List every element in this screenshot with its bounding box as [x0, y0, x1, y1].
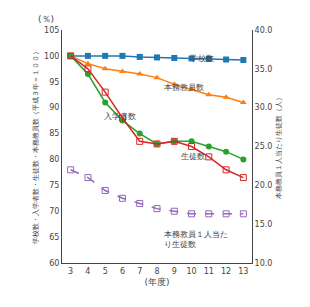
svg-text:40.0: 40.0	[255, 26, 273, 35]
svg-text:9: 9	[172, 267, 177, 276]
svg-text:35.0: 35.0	[255, 65, 273, 74]
svg-text:10.0: 10.0	[255, 259, 273, 268]
svg-text:65: 65	[49, 233, 59, 242]
svg-text:本務教員１人当た: 本務教員１人当た	[164, 230, 228, 239]
svg-text:学校数・入学者数・生徒数・本務教員数（平成３年＝１００）: 学校数・入学者数・生徒数・本務教員数（平成３年＝１００）	[32, 48, 40, 244]
svg-text:7: 7	[137, 267, 142, 276]
svg-text:60: 60	[49, 259, 59, 268]
svg-text:(年度): (年度)	[144, 277, 169, 287]
svg-text:80: 80	[49, 155, 59, 164]
svg-text:4: 4	[85, 267, 90, 276]
svg-text:85: 85	[49, 129, 59, 138]
svg-text:入学者数: 入学者数	[104, 112, 136, 121]
svg-text:15.0: 15.0	[255, 220, 273, 229]
svg-text:25.0: 25.0	[255, 142, 273, 151]
svg-text:本務教員１人当たり生徒数（人）: 本務教員１人当たり生徒数（人）	[275, 94, 283, 199]
svg-text:5: 5	[103, 267, 108, 276]
svg-text:20.0: 20.0	[255, 181, 273, 190]
svg-text:12: 12	[221, 267, 231, 276]
svg-text:95: 95	[49, 78, 59, 87]
svg-text:6: 6	[120, 267, 125, 276]
svg-text:30.0: 30.0	[255, 103, 273, 112]
svg-text:生徒数: 生徒数	[181, 152, 205, 161]
svg-text:り生徒数: り生徒数	[164, 240, 196, 249]
svg-text:105: 105	[44, 26, 59, 35]
svg-text:8: 8	[154, 267, 159, 276]
svg-text:90: 90	[49, 103, 59, 112]
svg-text:学校数: 学校数	[190, 54, 214, 63]
svg-text:75: 75	[49, 181, 59, 190]
svg-text:本務教員数: 本務教員数	[164, 83, 204, 92]
svg-text:3: 3	[68, 267, 73, 276]
svg-text:100: 100	[44, 52, 59, 61]
svg-text:(％): (％)	[38, 14, 54, 24]
svg-text:10: 10	[186, 267, 196, 276]
svg-text:11: 11	[204, 267, 214, 276]
svg-text:13: 13	[238, 267, 248, 276]
svg-text:70: 70	[49, 207, 59, 216]
